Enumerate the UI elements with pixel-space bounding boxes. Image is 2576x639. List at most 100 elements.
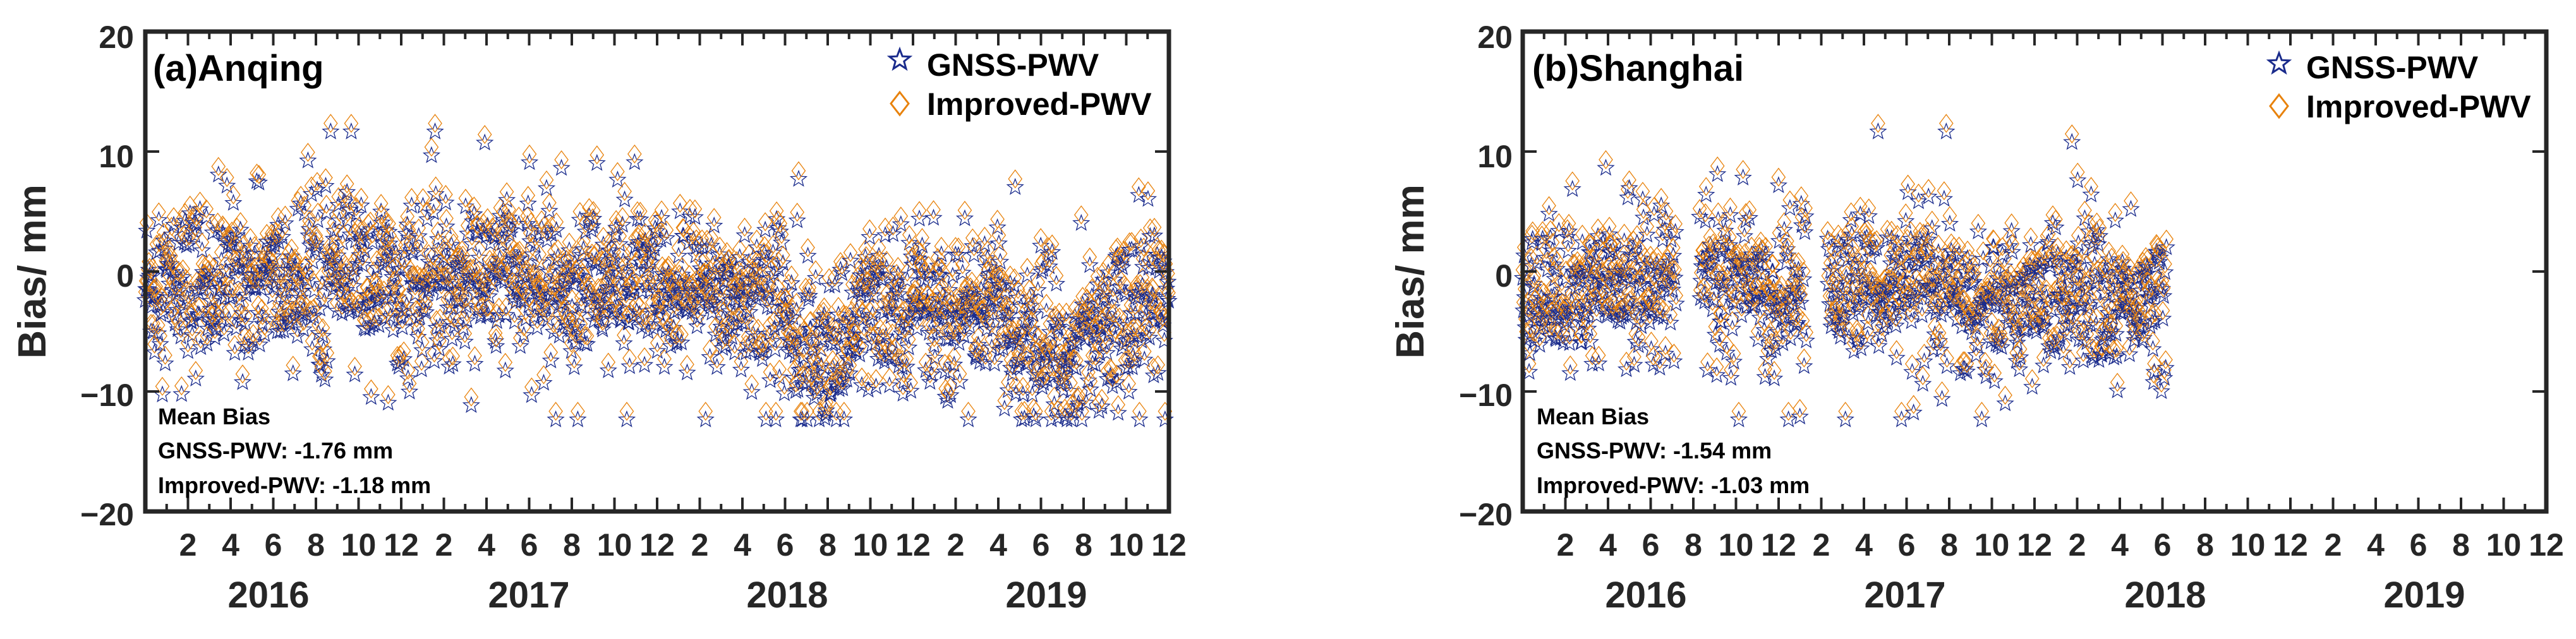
panel-b-gnss-point [1991,332,2009,349]
panel-b-improved-point [2062,349,2077,369]
panel-a-improved-point [521,186,536,205]
panel-a-gnss-point [426,122,444,140]
panel-a-gnss-point [953,263,972,281]
panel-a-gnss-point [763,331,782,349]
panel-a-year-2018: 2018 [746,575,828,616]
panel-a-gnss-point [809,370,828,388]
panel-a-gnss-point [609,263,627,280]
panel-a-gnss-point [663,285,682,303]
panel-b-improved-point [1654,188,1669,207]
panel-b-gnss-point [2131,316,2150,334]
panel-a-improved-point [921,256,936,275]
panel-b-improved-point [1798,214,1812,234]
panel-a-improved-point [533,275,548,294]
panel-a-gnss-point [1140,328,1159,346]
panel-a-gnss-point [402,241,420,258]
panel-b-improved-point [1622,170,1636,190]
panel-a-improved-point [1052,302,1067,322]
panel-a-gnss-point [850,345,869,362]
panel-a-gnss-point [260,257,279,274]
panel-a-gnss-point [910,209,929,227]
panel-a-improved-point [772,359,787,379]
panel-a-improved-point [871,238,886,258]
panel-a-improved-point [1104,359,1118,379]
panel-a-improved-point [164,246,178,266]
panel-a-improved-point [368,272,383,292]
panel-a-gnss-point [771,316,790,333]
panel-b-gnss-point [1590,291,1609,309]
panel-a-improved-point [732,261,746,280]
panel-b-gnss-point [1720,236,1739,253]
panel-a-gnss-point [648,342,667,359]
panel-a-improved-point [542,193,557,213]
panel-a-improved-point [377,280,391,300]
panel-b-gnss-point [2084,349,2103,366]
panel-a-improved-point [579,326,595,346]
panel-a-gnss-point [783,308,802,325]
panel-a-gnss-point [202,292,221,309]
panel-b-improved-point [2035,307,2050,326]
panel-a-gnss-point [183,326,202,343]
panel-b-gnss-point [1544,287,1563,305]
panel-b-improved-point [1719,335,1734,354]
panel-b-gnss-point [1924,340,1943,357]
panel-a-improved-point [481,297,496,317]
panel-a-gnss-point [1076,330,1095,347]
panel-b-improved-point [1641,285,1656,305]
panel-b-gnss-point [1868,239,1886,256]
panel-b-gnss-point [1655,220,1674,238]
panel-b-gnss-point [1661,313,1679,331]
panel-a-gnss-point [233,304,251,321]
panel-a-gnss-point [396,259,414,277]
panel-b-improved-point [2155,301,2170,320]
panel-a-improved-point [182,226,197,246]
panel-a-improved-point [238,326,252,346]
panel-b-gnss-point [1920,187,1938,205]
panel-a-improved-point [211,157,226,176]
panel-b-improved-point [1664,258,1679,278]
panel-a-gnss-point [661,325,679,342]
panel-b-gnss-point [2144,340,2162,357]
panel-a-gnss-point [955,209,974,227]
panel-b-improved-point [2115,251,2131,270]
panel-a-gnss-point [650,298,668,316]
panel-a-improved-point [318,168,333,188]
panel-b-gnss-point [2009,328,2027,345]
panel-a-improved-point [153,326,167,345]
panel-a-improved-point [789,292,804,313]
panel-b-gnss-point [1666,268,1684,286]
panel-a-improved-point [488,323,503,343]
panel-b-gnss-point [1714,281,1732,299]
panel-a-gnss-point [986,354,1004,372]
panel-a-improved-point [299,262,315,282]
panel-b-improved-point [1956,351,1971,371]
panel-a-gnss-point [231,290,249,308]
panel-a-improved-point [219,168,234,188]
panel-a-gnss-point [336,193,354,210]
panel-b-gnss-point [1732,306,1751,323]
panel-a-improved-point [795,365,811,385]
panel-a-improved-point [617,325,631,345]
panel-a-gnss-point [276,214,294,231]
panel-a-improved-point [355,247,370,266]
panel-b-improved-point [1857,221,1872,241]
panel-a-gnss-point [680,273,699,290]
panel-b-gnss-point [2032,254,2051,272]
panel-a-improved-point [166,207,181,227]
panel-b-improved-point [1919,239,1934,259]
panel-a-improved-point [420,201,435,221]
panel-a-improved-point [202,253,217,273]
panel-a-gnss-point [565,254,584,272]
panel-a-improved-point [1147,217,1162,237]
panel-b-improved-point [1591,345,1606,365]
panel-a-gnss-point [316,370,334,388]
panel-a-improved-point [356,292,371,312]
panel-a-gnss-point [1132,331,1151,349]
panel-a-gnss-point [390,357,408,375]
panel-a-gnss-point [612,284,631,302]
panel-b-gnss-point [1769,323,1787,340]
panel-a-improved-point [726,296,741,316]
panel-a-improved-point [1094,388,1110,408]
panel-a-improved-point [1024,288,1038,308]
panel-a-improved-point [251,165,267,184]
